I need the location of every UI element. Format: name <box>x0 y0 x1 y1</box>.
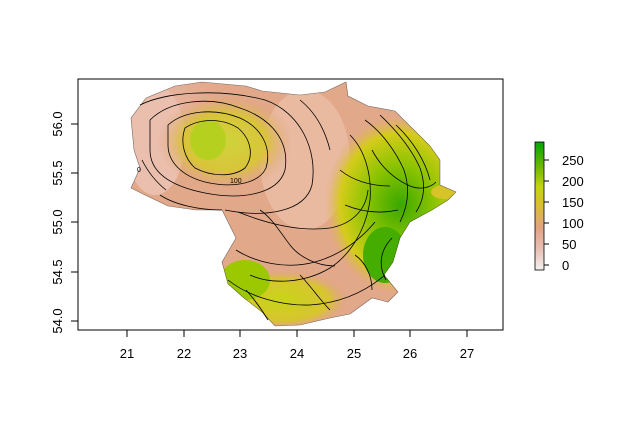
legend: 0 50 100 150 200 250 <box>534 141 584 273</box>
country-raster <box>131 82 456 326</box>
legend-label-50: 50 <box>562 237 576 252</box>
contour-lines <box>139 92 437 321</box>
y-tick-label-55.0: 55.0 <box>50 209 65 234</box>
x-tick-label-22: 22 <box>177 346 191 361</box>
x-tick-label-27: 27 <box>460 346 474 361</box>
y-tick-label-54.5: 54.5 <box>50 259 65 284</box>
x-tick-label-26: 26 <box>403 346 417 361</box>
x-tick-label-23: 23 <box>233 346 247 361</box>
legend-label-0: 0 <box>562 258 569 273</box>
legend-label-250: 250 <box>562 153 584 168</box>
x-tick-label-21: 21 <box>120 346 134 361</box>
x-tick-label-24: 24 <box>290 346 304 361</box>
y-axis <box>71 123 79 322</box>
contour-label-0: 0 <box>137 167 141 174</box>
legend-label-100: 100 <box>562 216 584 231</box>
samogitian-core <box>190 120 226 160</box>
y-tick-label-55.5: 55.5 <box>50 160 65 185</box>
baltic-highlands-east <box>325 115 456 295</box>
x-tick-label-25: 25 <box>347 346 361 361</box>
legend-colorbar <box>534 141 545 271</box>
legend-label-150: 150 <box>562 195 584 210</box>
contour-label-100: 100 <box>230 178 242 185</box>
y-tick-label-56.0: 56.0 <box>50 111 65 136</box>
x-axis <box>126 329 468 337</box>
y-tick-label-54.0: 54.0 <box>50 308 65 333</box>
southwest-upland <box>220 260 270 300</box>
legend-label-200: 200 <box>562 174 584 189</box>
